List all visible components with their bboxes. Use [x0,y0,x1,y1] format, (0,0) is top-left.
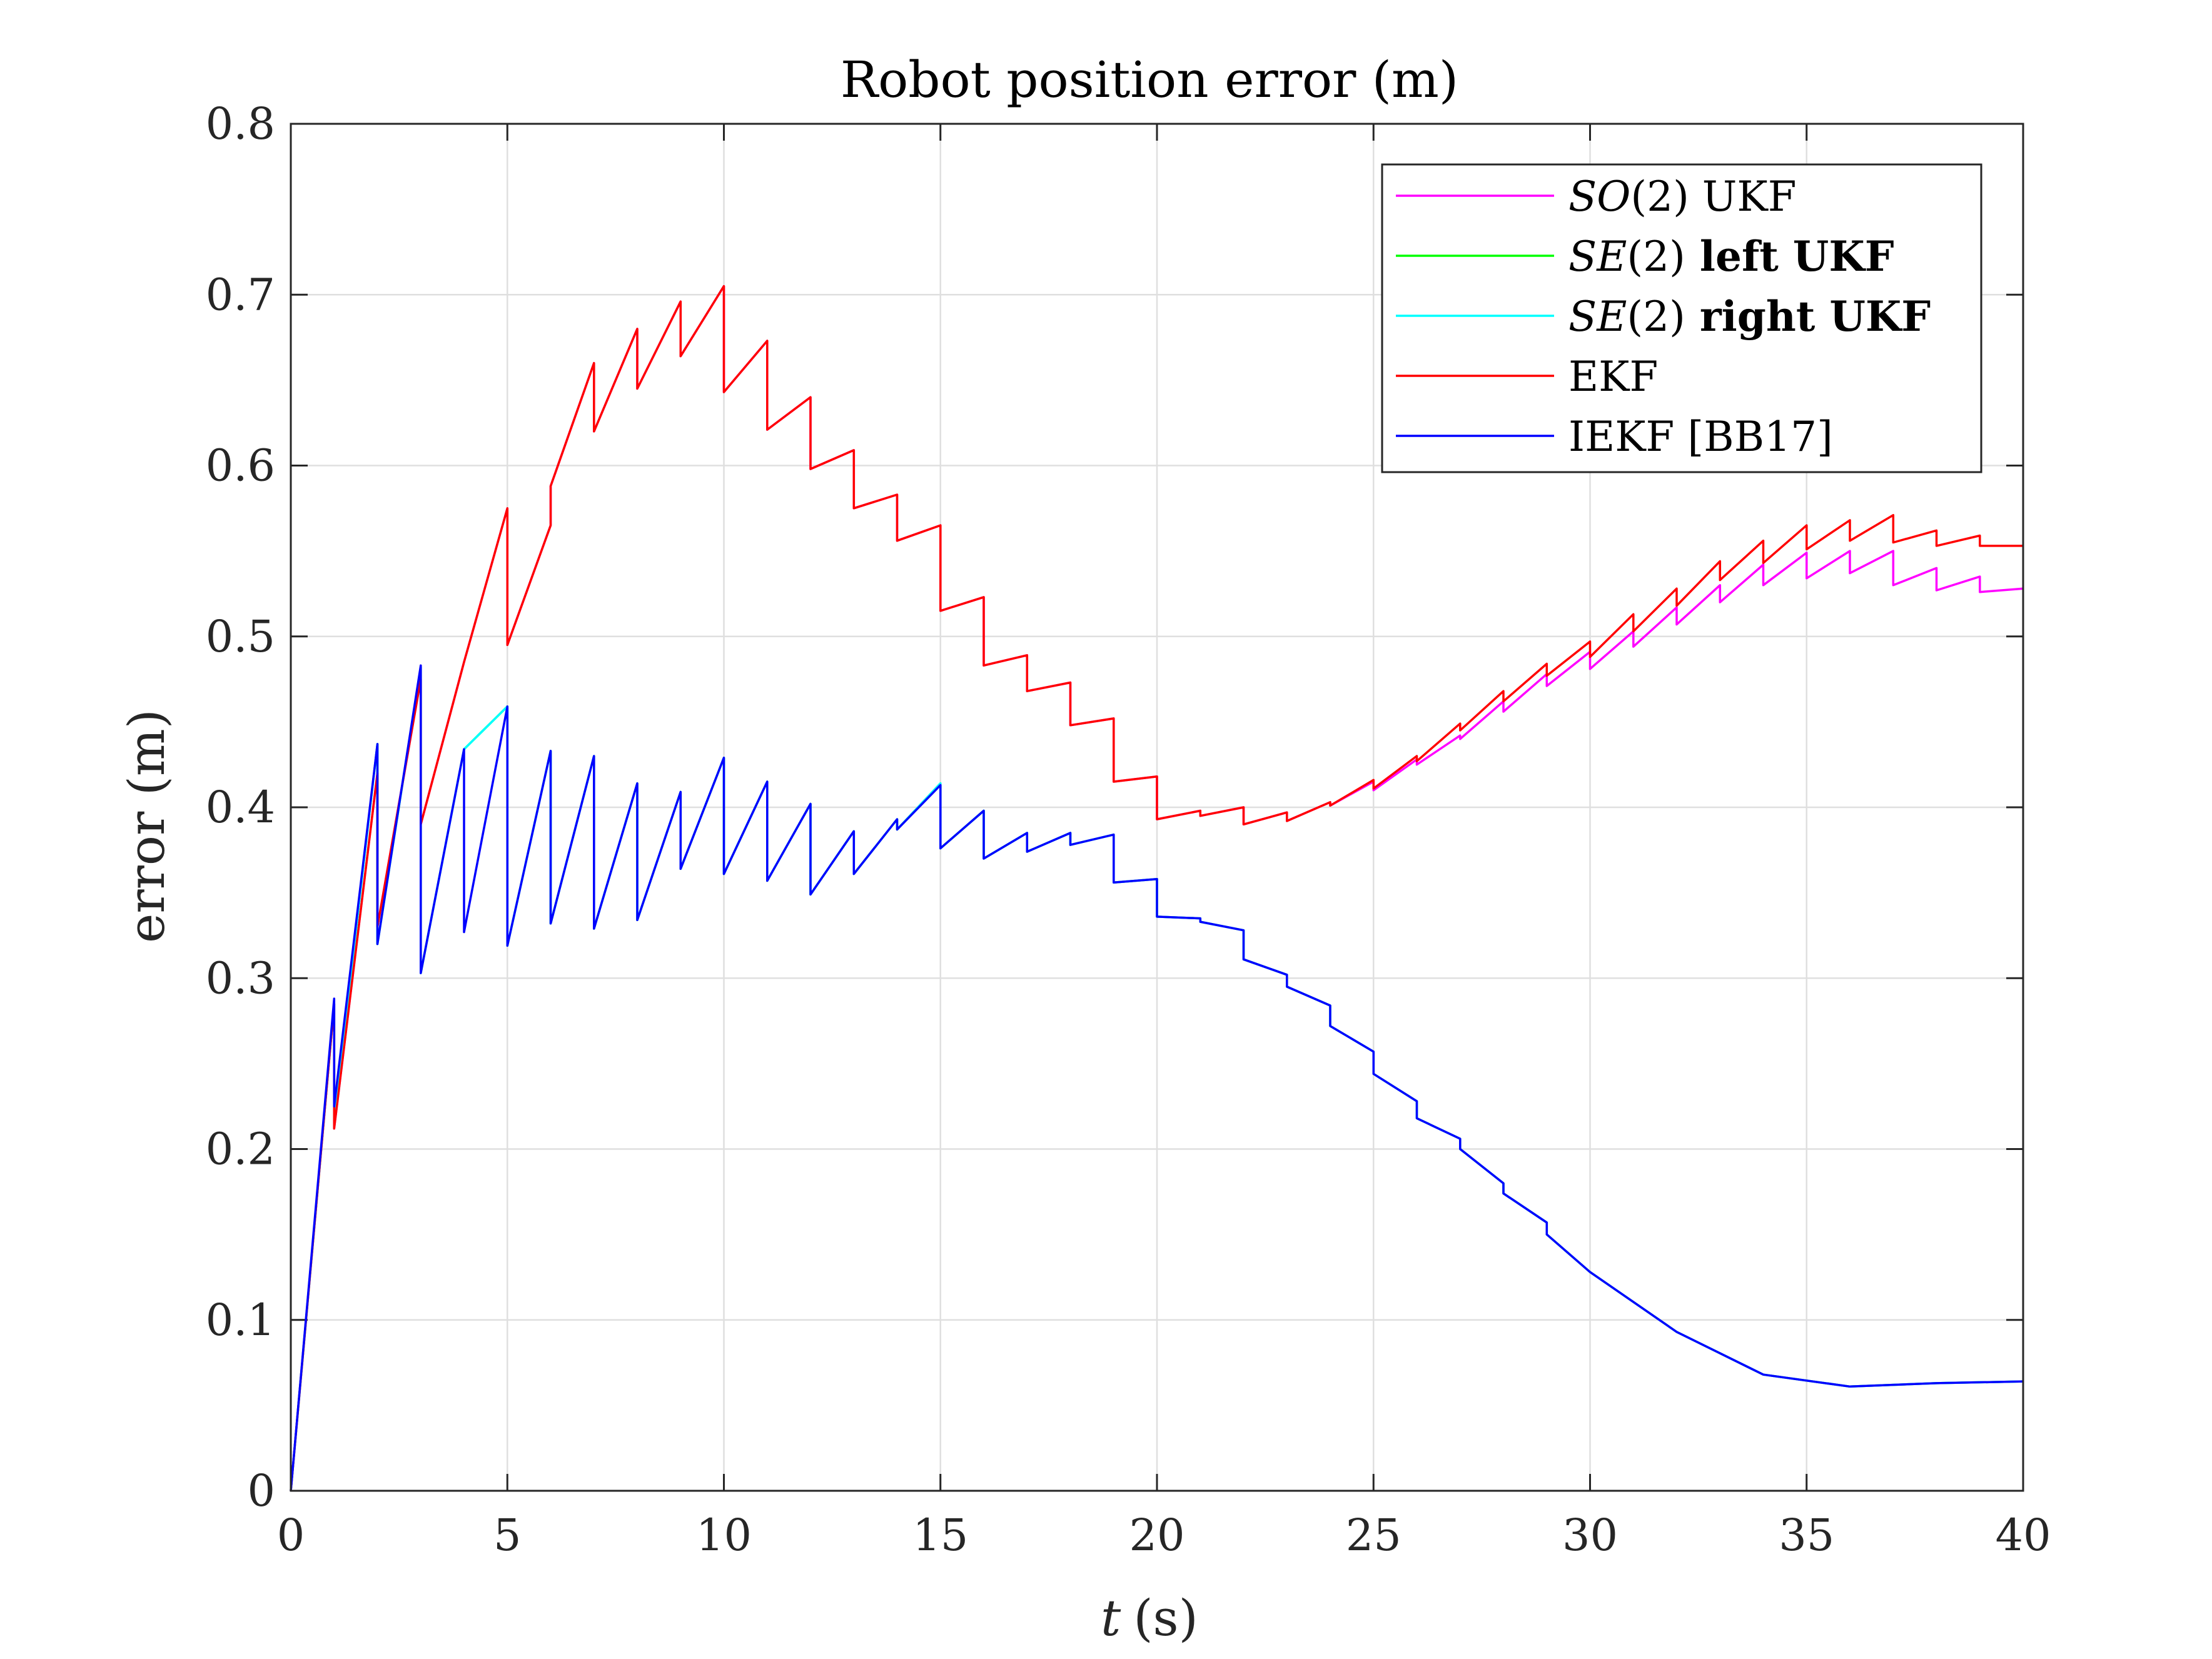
legend-math-arg: (2) [1630,173,1689,221]
y-tick-label: 0 [247,1465,275,1516]
x-axis-label: t (s) [1101,1589,1198,1647]
x-tick-label: 35 [1779,1510,1834,1561]
legend-math-arg: (2) [1627,293,1685,341]
x-tick-label: 30 [1562,1510,1618,1561]
x-tick-label: 0 [277,1510,305,1561]
y-tick-label: 0.5 [206,611,275,662]
tick-labels: 0 5 10 15 20 25 30 35 40 0 0.1 0.2 0.3 0.4 0.5 0.6 0.7 0.… [206,98,2051,1561]
x-tick-label: 10 [696,1510,752,1561]
series-line-iekf [290,664,2024,1491]
series-line-ekf [290,285,2023,1491]
legend-text: left UKF [1685,232,1894,281]
x-tick-label: 20 [1129,1510,1184,1561]
x-tick-label: 25 [1346,1510,1401,1561]
y-tick-label: 0.4 [206,782,275,833]
x-tick-label: 5 [493,1510,522,1561]
legend-text: UKF [1689,173,1797,221]
plot-frame [290,123,2024,1492]
y-tick-label: 0.7 [206,269,275,320]
series-lines [290,285,2024,1491]
y-tick-label: 0.3 [206,952,275,1004]
y-tick-label: 0.1 [206,1294,275,1346]
y-axis-label: error (m) [118,709,176,943]
legend-text: IEKF [BB17] [1568,413,1833,461]
legend-label-ekf: EKF [1568,353,1658,401]
legend-label-iekf: IEKF [BB17] [1568,413,1833,461]
legend-label-left: SE(2) left UKF [1568,232,1894,281]
legend-box [1381,163,1982,473]
y-tick-label: 0.6 [206,440,275,492]
y-tick-label: 0.2 [206,1124,275,1175]
legend-label-right: SE(2) right UKF [1568,292,1931,341]
x-tick-label: 15 [912,1510,968,1561]
x-axis-variable: t [1101,1589,1121,1647]
legend-math: SO [1568,173,1630,221]
y-tick-label: 0.8 [206,98,275,149]
legend-label-so2: SO(2) UKF [1568,173,1797,221]
legend-math-arg: (2) [1627,233,1685,281]
x-tick-label: 40 [1995,1510,2051,1561]
legend-text: right UKF [1685,292,1931,341]
legend-math: SE [1568,293,1627,341]
x-axis-unit: (s) [1133,1589,1198,1647]
chart-title: Robot position error (m) [841,51,1458,109]
legend-text: EKF [1568,353,1658,401]
legend-math: SE [1568,233,1627,281]
